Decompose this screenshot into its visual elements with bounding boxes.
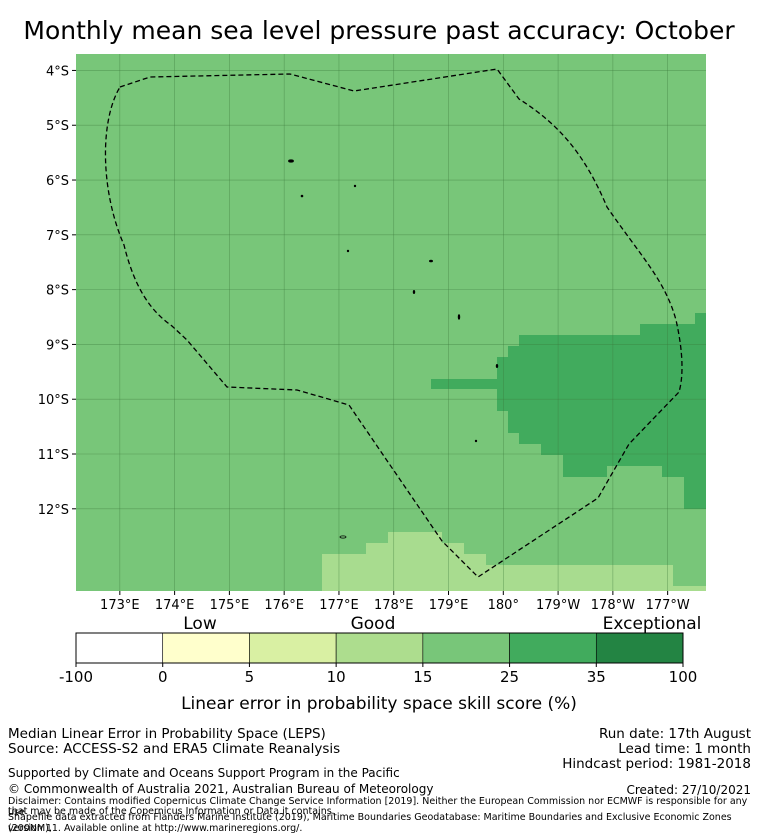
island	[346, 249, 350, 253]
colorbar-category-good: Good	[351, 614, 396, 634]
island	[474, 439, 478, 443]
colorbar-tick-label: 25	[500, 668, 519, 686]
lat-tick-label: 10°S	[38, 393, 69, 408]
eez-boundary	[104, 68, 683, 578]
source-text: Source: ACCESS-S2 and ERA5 Climate Reana…	[8, 741, 341, 757]
colorbar-segment	[595, 632, 684, 664]
disclaimer-line-2: that may be made of the Copernicus Infor…	[8, 806, 335, 817]
colorbar-category-low: Low	[183, 614, 217, 634]
shapefile-line-1: Shapefile data extracted from Flanders M…	[8, 812, 732, 834]
page-title: Monthly mean sea level pressure past acc…	[23, 16, 735, 45]
colorbar-tick-label: 35	[587, 668, 606, 686]
lon-tick-label: 180°	[488, 598, 519, 613]
lon-tick-label: 174°E	[155, 598, 195, 613]
lat-tick-label: 12°S	[38, 503, 69, 518]
island	[353, 184, 357, 188]
lon-tick-label: 175°E	[210, 598, 250, 613]
skill-region-east	[431, 313, 706, 509]
colorbar-segment	[509, 632, 597, 664]
colorbar-label: Linear error in probability space skill …	[181, 694, 577, 714]
created-date: Created: 27/10/2021	[626, 783, 751, 797]
lon-tick-label: 178°W	[591, 598, 635, 613]
colorbar: Low Good Exceptional -100 0 5 10 15 25 35 100 L…	[59, 614, 701, 714]
island	[339, 535, 347, 539]
colorbar-ticks: -100 0 5 10 15 25 35 100	[59, 663, 697, 686]
island	[412, 289, 416, 294]
lon-tick-label: 179°W	[536, 598, 580, 613]
lead-time: Lead time: 1 month	[618, 741, 751, 757]
island	[495, 363, 499, 368]
run-date: Run date: 17th August	[598, 726, 751, 742]
supported-text: Supported by Climate and Oceans Support …	[8, 766, 400, 780]
lon-tick-label: 177°E	[319, 598, 359, 613]
colorbar-tick-label: 15	[413, 668, 432, 686]
island	[300, 194, 304, 198]
shapefile-line-2: version 11. Available online at http://w…	[8, 823, 303, 834]
island	[428, 259, 433, 263]
map-panel	[76, 54, 706, 591]
island	[457, 314, 461, 320]
colorbar-segments	[75, 632, 684, 664]
colorbar-segment	[162, 632, 250, 664]
lon-tick-label: 179°E	[429, 598, 469, 613]
hindcast-period: Hindcast period: 1981-2018	[562, 756, 751, 772]
colorbar-tick-label: 5	[245, 668, 255, 686]
colorbar-frame	[75, 632, 684, 664]
colorbar-tick-label: 10	[327, 668, 346, 686]
colorbar-segment	[422, 632, 510, 664]
copyright-text: © Commonwealth of Australia 2021, Austra…	[8, 782, 434, 796]
disclaimer-line-1: Disclaimer: Contains modified Copernicus…	[8, 796, 748, 818]
colorbar-tick-label: 100	[669, 668, 698, 686]
lat-tick-label: 6°S	[46, 174, 69, 189]
colorbar-segment	[75, 632, 164, 664]
colorbar-segment	[335, 632, 424, 664]
lat-tick-label: 5°S	[46, 119, 69, 134]
lat-tick-label: 9°S	[46, 338, 69, 353]
island	[288, 159, 294, 163]
skill-region-lower	[322, 532, 706, 591]
latitude-labels: 4°S 5°S 6°S 7°S 8°S 9°S 10°S 11°S 12°S	[38, 64, 76, 518]
colorbar-tick-label: -100	[59, 668, 93, 686]
leps-description: Median Linear Error in Probability Space…	[8, 726, 326, 742]
skill-background	[76, 54, 706, 591]
islands	[288, 159, 499, 539]
colorbar-segment	[249, 632, 337, 664]
lon-tick-label: 177°W	[646, 598, 690, 613]
lon-tick-label: 178°E	[374, 598, 414, 613]
lat-tick-label: 7°S	[46, 229, 69, 244]
lon-tick-label: 173°E	[100, 598, 140, 613]
colorbar-tick-label: 0	[158, 668, 168, 686]
lon-tick-label: 176°E	[264, 598, 304, 613]
lat-tick-label: 4°S	[46, 64, 69, 79]
map-gridlines	[76, 54, 706, 591]
longitude-labels: 173°E 174°E 175°E 176°E 177°E 178°E 179°E 180° 1…	[100, 591, 690, 613]
lat-tick-label: 11°S	[38, 448, 69, 463]
colorbar-category-exceptional: Exceptional	[603, 614, 702, 634]
lat-tick-label: 8°S	[46, 284, 69, 299]
